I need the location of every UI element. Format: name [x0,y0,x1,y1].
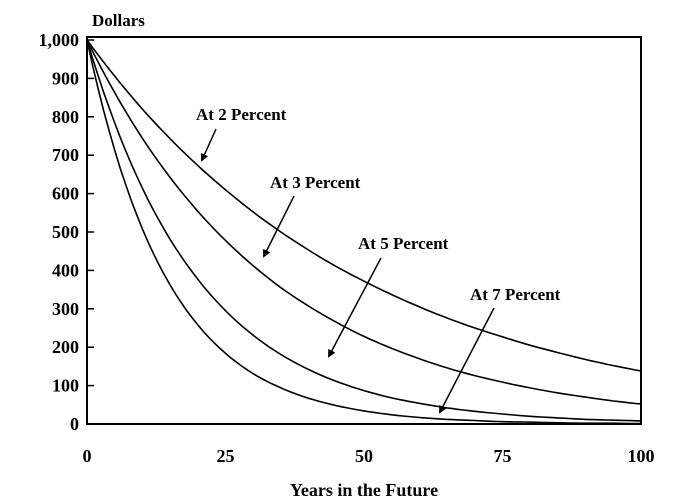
series-line-4 [86,39,641,425]
y-tick-label: 100 [52,376,79,396]
annotation-label: At 2 Percent [196,105,287,124]
series-line-1 [86,39,642,372]
y-tick-label: 1,000 [39,30,80,50]
annotation-7-percent: At 7 Percent [439,285,561,414]
annotation-arrow [263,195,295,258]
x-axis-label: Years in the Future [290,480,438,500]
x-tick-label: 25 [217,446,235,466]
plot-frame [86,36,642,425]
x-tick-label: 0 [83,446,92,466]
y-tick-label: 900 [52,68,79,88]
series-line-2 [86,39,642,405]
x-tick-label: 50 [355,446,373,466]
annotation-arrow [200,128,217,162]
y-tick-label: 300 [52,299,79,319]
annotation-2-percent: At 2 Percent [196,105,287,162]
y-tick-label: 500 [52,222,79,242]
series-lines [86,39,642,425]
annotation-arrow [328,257,382,358]
x-tick-label: 75 [494,446,512,466]
y-ticks: 0 100 200 300 400 500 600 700 800 900 1,000 [39,30,94,434]
series-line-3 [86,39,642,422]
y-tick-label: 200 [52,337,79,357]
annotation-label: At 3 Percent [270,173,361,192]
x-tick-label: 100 [628,446,655,466]
y-tick-label: 800 [52,107,79,127]
annotation-5-percent: At 5 Percent [328,234,449,358]
y-tick-label: 700 [52,145,79,165]
annotation-label: At 7 Percent [470,285,561,304]
x-ticks: 0 25 50 75 100 [83,446,655,466]
y-tick-label: 0 [70,414,79,434]
annotation-label: At 5 Percent [358,234,449,253]
annotation-3-percent: At 3 Percent [263,173,361,258]
annotation-arrow [439,307,495,414]
y-tick-label: 600 [52,184,79,204]
y-tick-label: 400 [52,260,79,280]
y-axis-label: Dollars [92,11,145,30]
